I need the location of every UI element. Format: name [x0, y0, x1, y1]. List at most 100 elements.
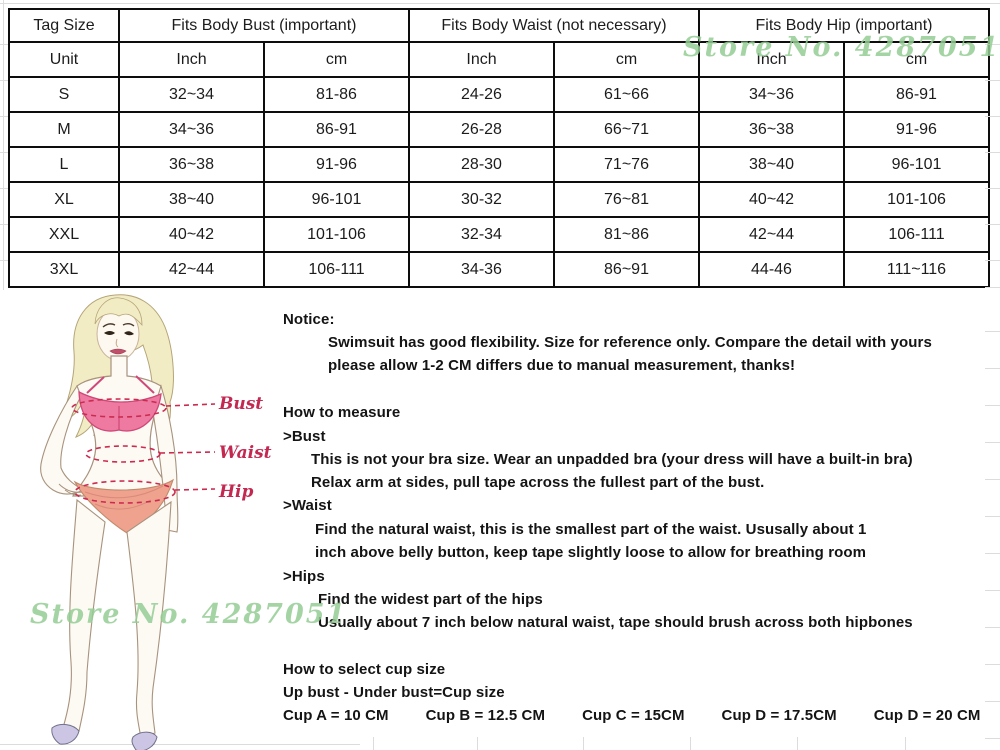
- size-cell: 3XL: [8, 251, 120, 288]
- spreadsheet-gridline: [985, 368, 1000, 369]
- spreadsheet-gridline: [0, 44, 8, 45]
- bust-instruction-line: This is not your bra size. Wear an unpad…: [311, 451, 913, 468]
- unit-cell: cm: [553, 41, 700, 78]
- bikini-bottom: [73, 478, 174, 534]
- how-to-measure-heading: How to measure: [283, 404, 401, 421]
- size-cell: 34~36: [118, 111, 265, 148]
- size-cell: 71~76: [553, 146, 700, 183]
- size-cell: 86~91: [553, 251, 700, 288]
- hips-instruction-line: Usually about 7 inch below natural waist…: [318, 614, 913, 631]
- spreadsheet-gridline: [985, 44, 1000, 45]
- cup-size-entry: Cup B = 12.5 CM: [425, 707, 546, 724]
- nose: [115, 338, 119, 348]
- right-arm: [152, 384, 179, 533]
- unit-cell: cm: [263, 41, 410, 78]
- spreadsheet-gridline: [3, 0, 4, 290]
- size-cell: 36~38: [698, 111, 845, 148]
- spreadsheet-gridline: [985, 80, 1000, 81]
- group-header-row: Tag Size Fits Body Bust (important) Fits…: [8, 8, 990, 43]
- eyebrow-left: [102, 323, 116, 328]
- bust-figure-label: Bust: [219, 394, 264, 414]
- spreadsheet-gridline: [583, 737, 584, 750]
- size-cell: 106-111: [263, 251, 410, 288]
- hair-fringe: [94, 297, 143, 327]
- size-cell: 40~42: [118, 216, 265, 253]
- tag-size-header: Tag Size: [8, 8, 120, 43]
- spreadsheet-gridline: [985, 738, 1000, 739]
- size-cell: 101-106: [843, 181, 990, 218]
- spreadsheet-gridline: [985, 442, 1000, 443]
- cup-size-formula: Up bust - Under bust=Cup size: [283, 684, 505, 701]
- size-row: M 34~36 86-91 26-28 66~71 36~38 91-96: [8, 111, 990, 148]
- spreadsheet-gridline: [985, 116, 1000, 117]
- size-cell: 26-28: [408, 111, 555, 148]
- waist-section-heading: >Waist: [283, 497, 332, 514]
- size-row: XL 38~40 96-101 30-32 76~81 40~42 101-106: [8, 181, 990, 218]
- size-cell: 106-111: [843, 216, 990, 253]
- size-cell: 76~81: [553, 181, 700, 218]
- spreadsheet-gridline: [985, 553, 1000, 554]
- spreadsheet-gridline: [0, 188, 8, 189]
- hand-on-hip: [58, 483, 84, 496]
- spreadsheet-gridline: [0, 744, 360, 745]
- bra-strap-right: [135, 375, 155, 394]
- size-cell: 34-36: [408, 251, 555, 288]
- size-cell: 28-30: [408, 146, 555, 183]
- spreadsheet-gridline: [985, 260, 1000, 261]
- spreadsheet-gridline: [985, 590, 1000, 591]
- size-cell: 96-101: [843, 146, 990, 183]
- lips: [109, 348, 127, 355]
- size-cell: 81~86: [553, 216, 700, 253]
- size-table-head: Tag Size Fits Body Bust (important) Fits…: [8, 8, 990, 78]
- size-cell: 91-96: [263, 146, 410, 183]
- spreadsheet-gridline: [985, 287, 1000, 288]
- spreadsheet-gridline: [0, 260, 8, 261]
- unit-label: Unit: [8, 41, 120, 78]
- size-cell: 38~40: [698, 146, 845, 183]
- size-cell: XL: [8, 181, 120, 218]
- size-cell: 81-86: [263, 76, 410, 113]
- bust-leader-line: [165, 403, 216, 407]
- bust-measure-ellipse: [71, 398, 167, 418]
- waist-leader-line: [159, 451, 216, 454]
- size-cell: 38~40: [118, 181, 265, 218]
- spreadsheet-gridline: [985, 627, 1000, 628]
- size-cell: M: [8, 111, 120, 148]
- unit-cell: Inch: [408, 41, 555, 78]
- notice-heading: Notice:: [283, 311, 335, 328]
- left-arm: [40, 384, 85, 495]
- spreadsheet-gridline: [0, 80, 8, 81]
- spreadsheet-gridline: [985, 152, 1000, 153]
- size-cell: 91-96: [843, 111, 990, 148]
- size-cell: 42~44: [118, 251, 265, 288]
- spreadsheet-gridline: [0, 152, 8, 153]
- spreadsheet-gridline: [477, 737, 478, 750]
- hips-section-heading: >Hips: [283, 568, 325, 585]
- spreadsheet-gridline: [0, 116, 8, 117]
- spreadsheet-gridline: [985, 405, 1000, 406]
- size-row: L 36~38 91-96 28-30 71~76 38~40 96-101: [8, 146, 990, 183]
- store-watermark-top: Store No. 4287051: [683, 32, 1000, 63]
- bra-strap-left: [86, 376, 105, 394]
- hip-group-header: Fits Body Hip (important): [698, 8, 990, 43]
- size-row: S 32~34 81-86 24-26 61~66 34~36 86-91: [8, 76, 990, 113]
- size-cell: 24-26: [408, 76, 555, 113]
- size-cell: 42~44: [698, 216, 845, 253]
- spreadsheet-gridline: [797, 737, 798, 750]
- size-cell: XXL: [8, 216, 120, 253]
- cup-size-entry: Cup A = 10 CM: [283, 707, 389, 724]
- size-cell: 32~34: [118, 76, 265, 113]
- bust-instruction-line: Relax arm at sides, pull tape across the…: [311, 474, 765, 491]
- unit-cell: Inch: [698, 41, 845, 78]
- right-leg: [126, 500, 172, 739]
- bra: [78, 390, 162, 432]
- size-cell: 96-101: [263, 181, 410, 218]
- waist-instruction-line: inch above belly button, keep tape sligh…: [315, 544, 867, 561]
- cup-size-values-row: Cup A = 10 CM Cup B = 12.5 CM Cup C = 15…: [283, 707, 980, 724]
- unit-cell: Inch: [118, 41, 265, 78]
- notice-line: please allow 1-2 CM differs due to manua…: [328, 357, 796, 374]
- bust-section-heading: >Bust: [283, 428, 326, 445]
- size-cell: 44-46: [698, 251, 845, 288]
- cup-size-entry: Cup C = 15CM: [582, 707, 685, 724]
- size-cell: 86-91: [843, 76, 990, 113]
